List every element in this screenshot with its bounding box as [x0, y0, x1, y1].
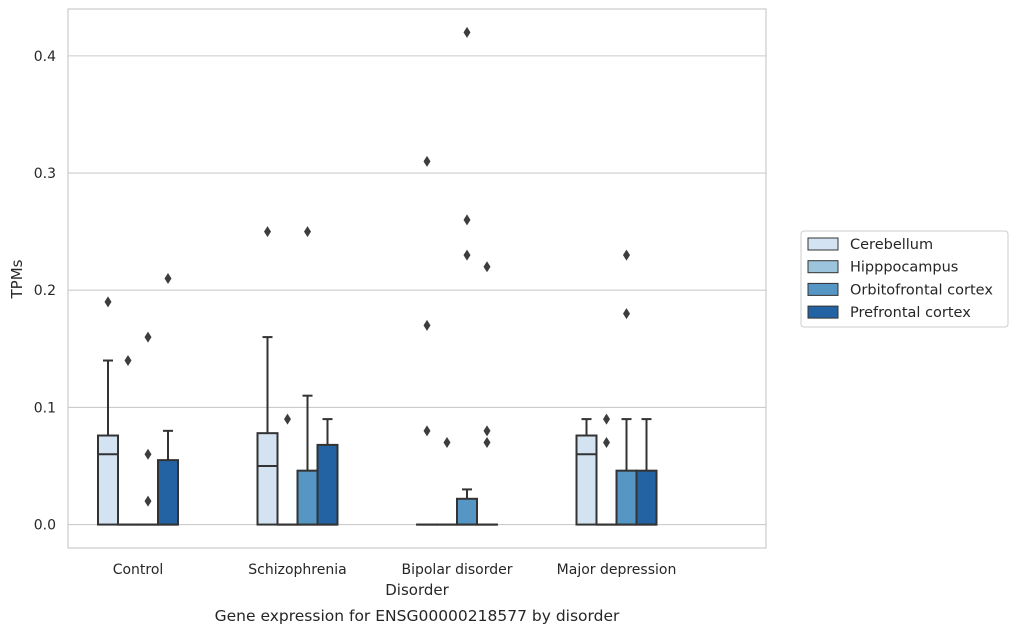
box — [256, 432, 279, 526]
outlier-point — [423, 155, 431, 167]
box-group — [256, 226, 279, 526]
box-group — [296, 226, 319, 526]
x-axis-label: Disorder — [385, 581, 449, 599]
legend-label: Hipppocampus — [850, 260, 958, 276]
legend-swatch — [807, 237, 839, 251]
outlier-point — [124, 355, 132, 367]
x-tick-label: Bipolar disorder — [401, 562, 512, 578]
box — [635, 469, 658, 526]
outlier-point — [423, 425, 431, 437]
y-tick-label: 0.4 — [34, 49, 56, 65]
outlier-point — [144, 331, 152, 343]
legend-label: Cerebellum — [850, 237, 933, 253]
legend-swatch — [807, 305, 839, 319]
legend-frame — [800, 230, 1009, 328]
outlier-point — [443, 437, 451, 449]
outlier-point — [144, 448, 152, 460]
y-tick-label: 0.0 — [34, 518, 56, 534]
outlier-point — [623, 249, 630, 261]
gridlines — [68, 55, 766, 526]
box-group — [476, 261, 498, 526]
plot-frame — [67, 8, 767, 549]
box-group — [615, 249, 638, 526]
box-group — [416, 155, 438, 526]
legend-swatch — [807, 260, 839, 274]
y-tick-label: 0.1 — [34, 400, 56, 416]
outlier-point — [104, 296, 112, 308]
box — [97, 434, 119, 526]
box-group — [97, 296, 119, 526]
chart-caption: Gene expression for ENSG00000218577 by d… — [215, 607, 620, 625]
outlier-point — [623, 308, 630, 320]
outlier-point — [463, 249, 471, 261]
box — [575, 434, 598, 526]
legend: Cerebellum Hipppocampus Orbitofrontal cort… — [800, 230, 1009, 328]
legend-label: Orbitofrontal cortex — [850, 282, 993, 298]
box — [296, 469, 319, 526]
y-axis-ticks: 0.0 0.1 0.2 0.3 0.4 — [34, 49, 56, 534]
outlier-point — [483, 261, 491, 273]
box-group — [456, 26, 478, 526]
outlier-point — [463, 26, 471, 38]
box-plot-area — [97, 26, 658, 526]
outlier-point — [304, 226, 311, 238]
outlier-point — [483, 425, 491, 437]
y-tick-label: 0.2 — [34, 283, 56, 299]
box — [456, 497, 478, 526]
outlier-point — [164, 273, 172, 284]
box-group — [635, 418, 658, 526]
box-group — [157, 273, 179, 526]
box-group — [137, 331, 159, 526]
legend-label: Prefrontal cortex — [850, 305, 971, 321]
box-group — [276, 413, 299, 526]
box-group — [316, 418, 339, 526]
box-group — [117, 355, 139, 526]
legend-swatch — [807, 282, 839, 296]
outlier-point — [144, 495, 152, 507]
box-group — [575, 418, 598, 526]
box-group — [595, 413, 618, 526]
box — [157, 459, 179, 526]
x-tick-label: Major depression — [557, 562, 677, 578]
outlier-point — [463, 214, 471, 226]
outlier-point — [603, 437, 610, 449]
outlier-point — [603, 413, 610, 425]
y-tick-label: 0.3 — [34, 166, 56, 182]
x-axis-ticks: Control Schizophrenia Bipolar disorder Majo… — [113, 562, 677, 578]
outlier-point — [483, 437, 491, 449]
box — [316, 443, 339, 526]
outlier-point — [284, 413, 291, 425]
outlier-point — [264, 226, 271, 238]
x-tick-label: Schizophrenia — [248, 562, 346, 578]
box — [615, 469, 638, 526]
box-group — [436, 437, 458, 526]
outlier-point — [423, 319, 431, 331]
y-axis-label: TPMs — [8, 259, 26, 299]
x-tick-label: Control — [113, 562, 164, 578]
